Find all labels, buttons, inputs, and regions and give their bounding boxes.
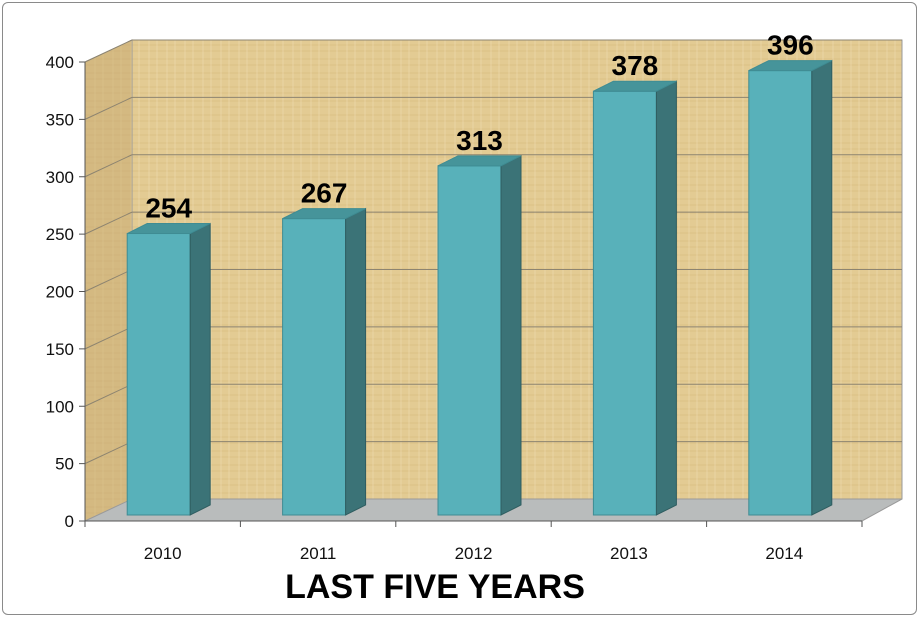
y-tick-label: 150 <box>46 340 74 359</box>
bar-side <box>811 59 833 516</box>
bar-front <box>437 165 502 516</box>
bar-top <box>748 60 833 72</box>
gridline-side <box>84 211 133 235</box>
y-tick-label: 400 <box>46 53 74 72</box>
x-tick-label: 2013 <box>610 544 648 563</box>
x-axis-title: LAST FIVE YEARS <box>285 568 585 606</box>
bar-side <box>189 222 211 516</box>
x-tick-label: 2014 <box>765 544 803 563</box>
data-label: 267 <box>301 178 348 209</box>
bar-top <box>437 155 522 167</box>
y-tick-label: 0 <box>65 512 74 531</box>
gridline-side <box>84 96 133 120</box>
bar-2010 <box>126 222 211 516</box>
x-tick-label: 2012 <box>455 544 493 563</box>
bar-front <box>282 218 347 516</box>
data-label: 378 <box>612 50 659 81</box>
gridline-side <box>84 383 133 407</box>
data-label: 313 <box>456 125 503 156</box>
y-tick-label: 250 <box>46 225 74 244</box>
bar-top <box>126 223 211 235</box>
bar-front <box>592 90 657 516</box>
gridline-side <box>84 39 133 63</box>
data-label: 254 <box>145 193 192 224</box>
y-tick-label: 200 <box>46 283 74 302</box>
gridline-side <box>84 154 133 178</box>
bar-2014 <box>748 59 833 516</box>
data-label: 396 <box>767 30 814 61</box>
x-tick-label: 2011 <box>300 544 337 563</box>
bar-front <box>748 70 813 516</box>
bar-top <box>282 208 366 220</box>
y-axis: 0 50 100 150 200 250 300 350 400 <box>46 53 86 531</box>
bar-front <box>126 233 191 516</box>
bars <box>126 59 833 516</box>
bar-side <box>655 80 677 516</box>
x-axis: 2010 2011 2012 2013 2014 <box>84 520 863 563</box>
y-tick-label: 300 <box>46 168 74 187</box>
bar-2012 <box>437 155 522 516</box>
bar-side <box>500 155 522 516</box>
bar-top <box>593 80 677 92</box>
y-tick-label: 100 <box>46 397 74 416</box>
gridline-side <box>84 441 133 465</box>
gridline-side <box>84 269 133 292</box>
y-tick-label: 50 <box>55 455 74 474</box>
bar-2011 <box>282 207 367 516</box>
x-tick-label: 2010 <box>144 544 182 563</box>
bar-2013 <box>592 80 677 516</box>
y-tick-label: 350 <box>46 110 74 129</box>
data-labels: 254 267 313 378 396 <box>145 30 813 224</box>
gridline-side <box>84 326 133 350</box>
bar-side <box>345 207 367 516</box>
